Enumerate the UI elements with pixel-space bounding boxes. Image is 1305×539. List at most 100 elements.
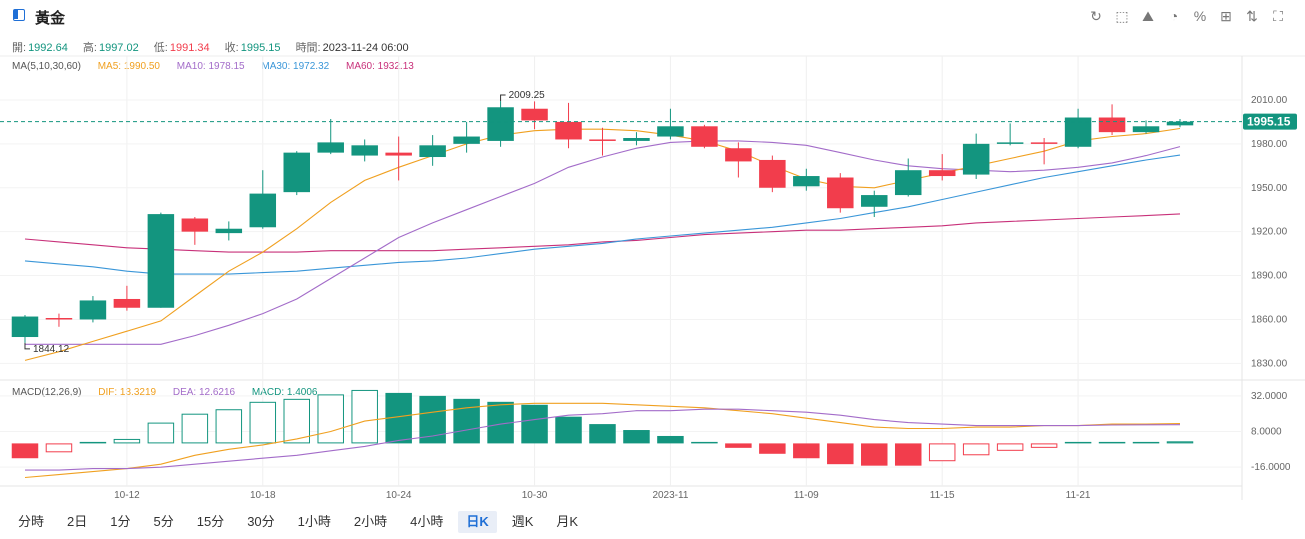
tab-4[interactable]: 15分 xyxy=(196,514,225,529)
ma60-legend: MA60: 1932.13 xyxy=(345,61,414,72)
macd-bar xyxy=(793,443,820,459)
candle-body xyxy=(351,145,378,156)
candle-body xyxy=(555,121,582,140)
ma-legend: MA(5,10,30,60) MA5: 1990.50 MA10: 1978.1… xyxy=(12,61,428,72)
macd-value-legend: MACD: 1.4006 xyxy=(251,387,318,398)
candle-body xyxy=(657,126,684,137)
chart-title: 黃金 xyxy=(35,10,66,27)
candle-body xyxy=(521,108,548,121)
macd-bar xyxy=(283,398,311,444)
candle-body xyxy=(1064,117,1092,147)
candle-body xyxy=(623,138,650,141)
candle-body xyxy=(249,193,277,228)
macd-bar xyxy=(996,443,1024,451)
open-label: 開: xyxy=(12,42,27,54)
candle-body xyxy=(725,148,752,162)
macd-bar xyxy=(725,443,752,448)
macd-bar xyxy=(555,416,582,444)
high-label: 高: xyxy=(82,42,97,54)
tab-3[interactable]: 5分 xyxy=(153,514,174,529)
ma30-line xyxy=(24,154,1181,275)
candle-body xyxy=(419,145,446,158)
x-tick-label: 10-24 xyxy=(386,490,412,501)
macd-tick-label: 8.0000 xyxy=(1251,427,1282,438)
candle-body xyxy=(962,143,990,175)
macd-bar xyxy=(894,443,922,466)
macd-bar xyxy=(861,443,888,466)
pattern-icon[interactable]: ⛰ xyxy=(1142,8,1154,24)
pie-icon[interactable]: ◔ xyxy=(1169,8,1179,24)
price-tick-label: 2010.00 xyxy=(1251,95,1288,106)
candle-body xyxy=(1030,142,1058,144)
tab-8[interactable]: 4小時 xyxy=(410,514,444,529)
candle-body xyxy=(181,218,209,232)
candle-body xyxy=(894,170,922,196)
macd-bar xyxy=(521,404,548,444)
low-label: 低: xyxy=(153,42,168,54)
macd-bar xyxy=(657,435,684,444)
kline-chart[interactable]: 10-12 10-18 10-24 10-30 2023-11 11-09 11-15 11-… xyxy=(0,0,1305,510)
percent-icon[interactable]: % xyxy=(1193,8,1207,24)
macd-tick-label: 32.0000 xyxy=(1251,391,1288,402)
macd-bar xyxy=(79,441,107,444)
current-price-tag xyxy=(1243,113,1297,130)
candle-body xyxy=(79,300,107,320)
tab-7[interactable]: 2小時 xyxy=(353,514,388,529)
fullscreen-icon[interactable]: ⛶ xyxy=(1273,8,1283,24)
tab-9[interactable]: 日K xyxy=(458,511,497,533)
macd-params: MACD(12,26,9) xyxy=(12,387,82,398)
refresh-icon[interactable]: ↻ xyxy=(1090,8,1102,24)
candle-body xyxy=(147,214,175,308)
candle-body xyxy=(453,136,480,144)
macd-bar xyxy=(691,441,718,444)
candle-body xyxy=(589,139,616,141)
tab-1[interactable]: 2日 xyxy=(67,514,88,529)
macd-bar xyxy=(249,401,277,444)
macd-bar xyxy=(1166,441,1194,444)
chart-header: 黃金 ↻ ⬚ ⛰ ◔ % ⊞ ⇅ ⛶ xyxy=(0,0,1305,32)
candle-body xyxy=(317,142,344,153)
candle-body xyxy=(793,176,820,187)
compare-icon[interactable]: ⇅ xyxy=(1246,8,1258,24)
macd-bar xyxy=(351,389,378,444)
candle-body xyxy=(215,228,243,234)
x-tick-label: 10-30 xyxy=(522,490,548,501)
macd-bar xyxy=(1064,441,1092,444)
macd-bar xyxy=(11,443,39,459)
x-tick-label: 11-21 xyxy=(1066,490,1091,501)
candle-body xyxy=(113,298,141,308)
candle-body xyxy=(691,126,718,147)
candle-body xyxy=(1098,117,1126,133)
draw-icon[interactable]: ⬚ xyxy=(1115,8,1129,24)
tab-2[interactable]: 1分 xyxy=(110,514,131,529)
ma5-line xyxy=(24,127,1181,361)
toolbar: ↻ ⬚ ⛰ ◔ % ⊞ ⇅ ⛶ xyxy=(1083,7,1291,25)
candle-body xyxy=(385,152,412,156)
macd-bar xyxy=(215,409,243,444)
time-label: 時間: xyxy=(295,42,321,54)
low-value: 1991.34 xyxy=(169,42,210,54)
panel-icon[interactable] xyxy=(13,9,25,21)
ma-params: MA(5,10,30,60) xyxy=(12,61,81,72)
tab-10[interactable]: 週K xyxy=(511,514,534,529)
candle-body xyxy=(1132,126,1160,133)
x-tick-label: 10-12 xyxy=(114,490,140,501)
tab-6[interactable]: 1小時 xyxy=(297,514,331,529)
macd-bar xyxy=(45,443,73,453)
macd-bar xyxy=(113,438,141,444)
ma10-line xyxy=(25,140,1181,345)
min-marker xyxy=(24,342,30,350)
tab-11[interactable]: 月K xyxy=(556,514,579,529)
candle-body xyxy=(861,195,888,207)
tab-0[interactable]: 分時 xyxy=(18,514,45,529)
candle-body xyxy=(827,177,854,209)
grid-icon[interactable]: ⊞ xyxy=(1220,8,1232,24)
max-label: 2009.25 xyxy=(509,90,546,101)
ohlc-info: 開: 1992.64 高: 1997.02 低: 1991.34 收: 1995.15 … xyxy=(12,39,411,55)
macd-bar xyxy=(317,394,344,444)
tab-5[interactable]: 30分 xyxy=(247,514,275,529)
ma30-legend: MA30: 1972.32 xyxy=(261,61,330,72)
high-value: 1997.02 xyxy=(98,42,139,54)
candle-body xyxy=(1166,121,1194,126)
candle-body xyxy=(487,107,514,141)
